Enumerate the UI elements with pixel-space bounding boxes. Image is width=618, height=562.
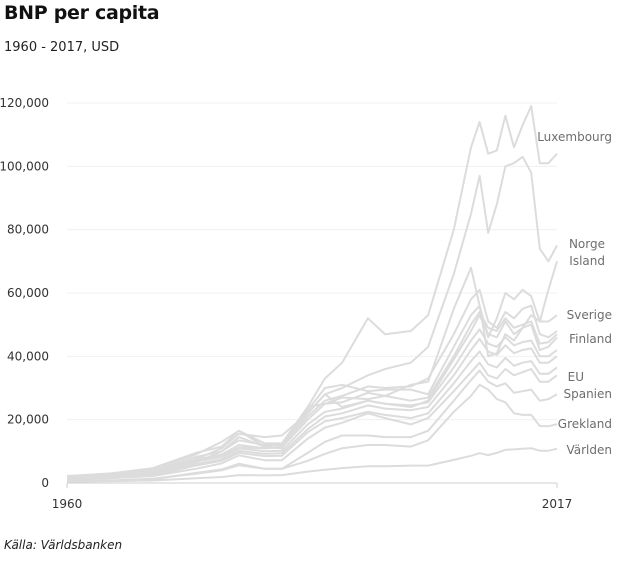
series-line-unlabeled — [66, 311, 558, 480]
series-line-unlabeled — [66, 337, 558, 481]
series-line-spanien — [66, 369, 558, 483]
series-label: Finland — [569, 332, 612, 346]
series-line-luxembourg — [66, 105, 558, 477]
x-tick-label: 1960 — [52, 497, 83, 511]
series-line-eu — [66, 361, 558, 482]
series-label: EU — [568, 370, 584, 384]
x-axis: 1960 2017 — [52, 482, 573, 511]
y-tick-label: 100,000 — [0, 159, 49, 173]
series-label: Sverige — [567, 308, 612, 322]
y-tick-label: 120,000 — [0, 96, 49, 110]
chart-subtitle: 1960 - 2017, USD — [4, 40, 120, 55]
series-label: Världen — [566, 443, 612, 457]
series-line-unlabeled — [66, 328, 558, 480]
series-lines — [66, 105, 558, 483]
series-line-unlabeled — [66, 288, 558, 479]
y-tick-label: 0 — [41, 476, 49, 490]
chart-title: BNP per capita — [4, 2, 160, 24]
gridlines — [67, 102, 557, 421]
y-tick-label: 20,000 — [7, 413, 49, 427]
y-tick-label: 80,000 — [7, 223, 49, 237]
series-line-v-rlden — [66, 447, 558, 483]
series-label: Island — [569, 254, 605, 268]
series-line-sverige — [66, 288, 558, 478]
series-label: Luxembourg — [537, 130, 612, 144]
y-axis-ticks: 0 20,000 40,000 60,000 80,000 100,000 120,000 — [0, 96, 49, 490]
series-line-unlabeled — [66, 350, 558, 481]
y-tick-label: 40,000 — [7, 349, 49, 363]
x-tick-label: 2017 — [542, 497, 573, 511]
source-note: Källa: Världsbanken — [4, 538, 123, 552]
series-labels: Luxembourg Norge Island Sverige Finland EU Spa… — [537, 130, 612, 457]
series-label: Grekland — [558, 417, 612, 431]
y-tick-label: 60,000 — [7, 286, 49, 300]
series-line-grekland — [66, 383, 558, 483]
series-line-norge — [66, 155, 558, 480]
series-label: Spanien — [563, 387, 612, 401]
series-label: Norge — [569, 237, 605, 251]
